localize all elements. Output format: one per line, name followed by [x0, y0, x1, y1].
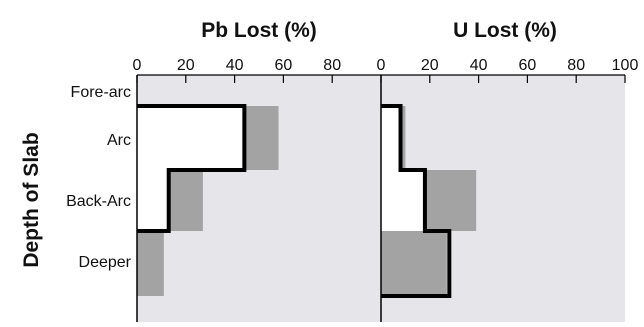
u-range-overlay-deeper [381, 231, 447, 296]
pb-tick-label-0: 0 [133, 57, 142, 74]
category-label-arc: Arc [107, 132, 131, 149]
u-tick-label-20: 20 [421, 57, 439, 74]
pb-range-back-arc [169, 170, 203, 231]
pb-title: Pb Lost (%) [201, 19, 317, 42]
pb-tick-label-60: 60 [275, 57, 293, 74]
category-label-fore-arc: Fore-arc [71, 84, 131, 101]
u-tick-label-100: 100 [612, 57, 639, 74]
u-range-back-arc [425, 170, 476, 231]
pb-range-deeper [137, 231, 164, 296]
u-tick-label-60: 60 [519, 57, 537, 74]
u-tick-label-40: 40 [470, 57, 488, 74]
u-tick-label-0: 0 [377, 57, 386, 74]
y-axis-label: Depth of Slab [20, 132, 43, 267]
pb-tick-label-20: 20 [177, 57, 195, 74]
pb-tick-label-80: 80 [323, 57, 341, 74]
u-tick-label-80: 80 [567, 57, 585, 74]
category-label-deeper: Deeper [79, 254, 132, 271]
pb-tick-label-40: 40 [226, 57, 244, 74]
u-title: U Lost (%) [453, 19, 557, 42]
category-label-back-arc: Back-Arc [66, 193, 131, 210]
